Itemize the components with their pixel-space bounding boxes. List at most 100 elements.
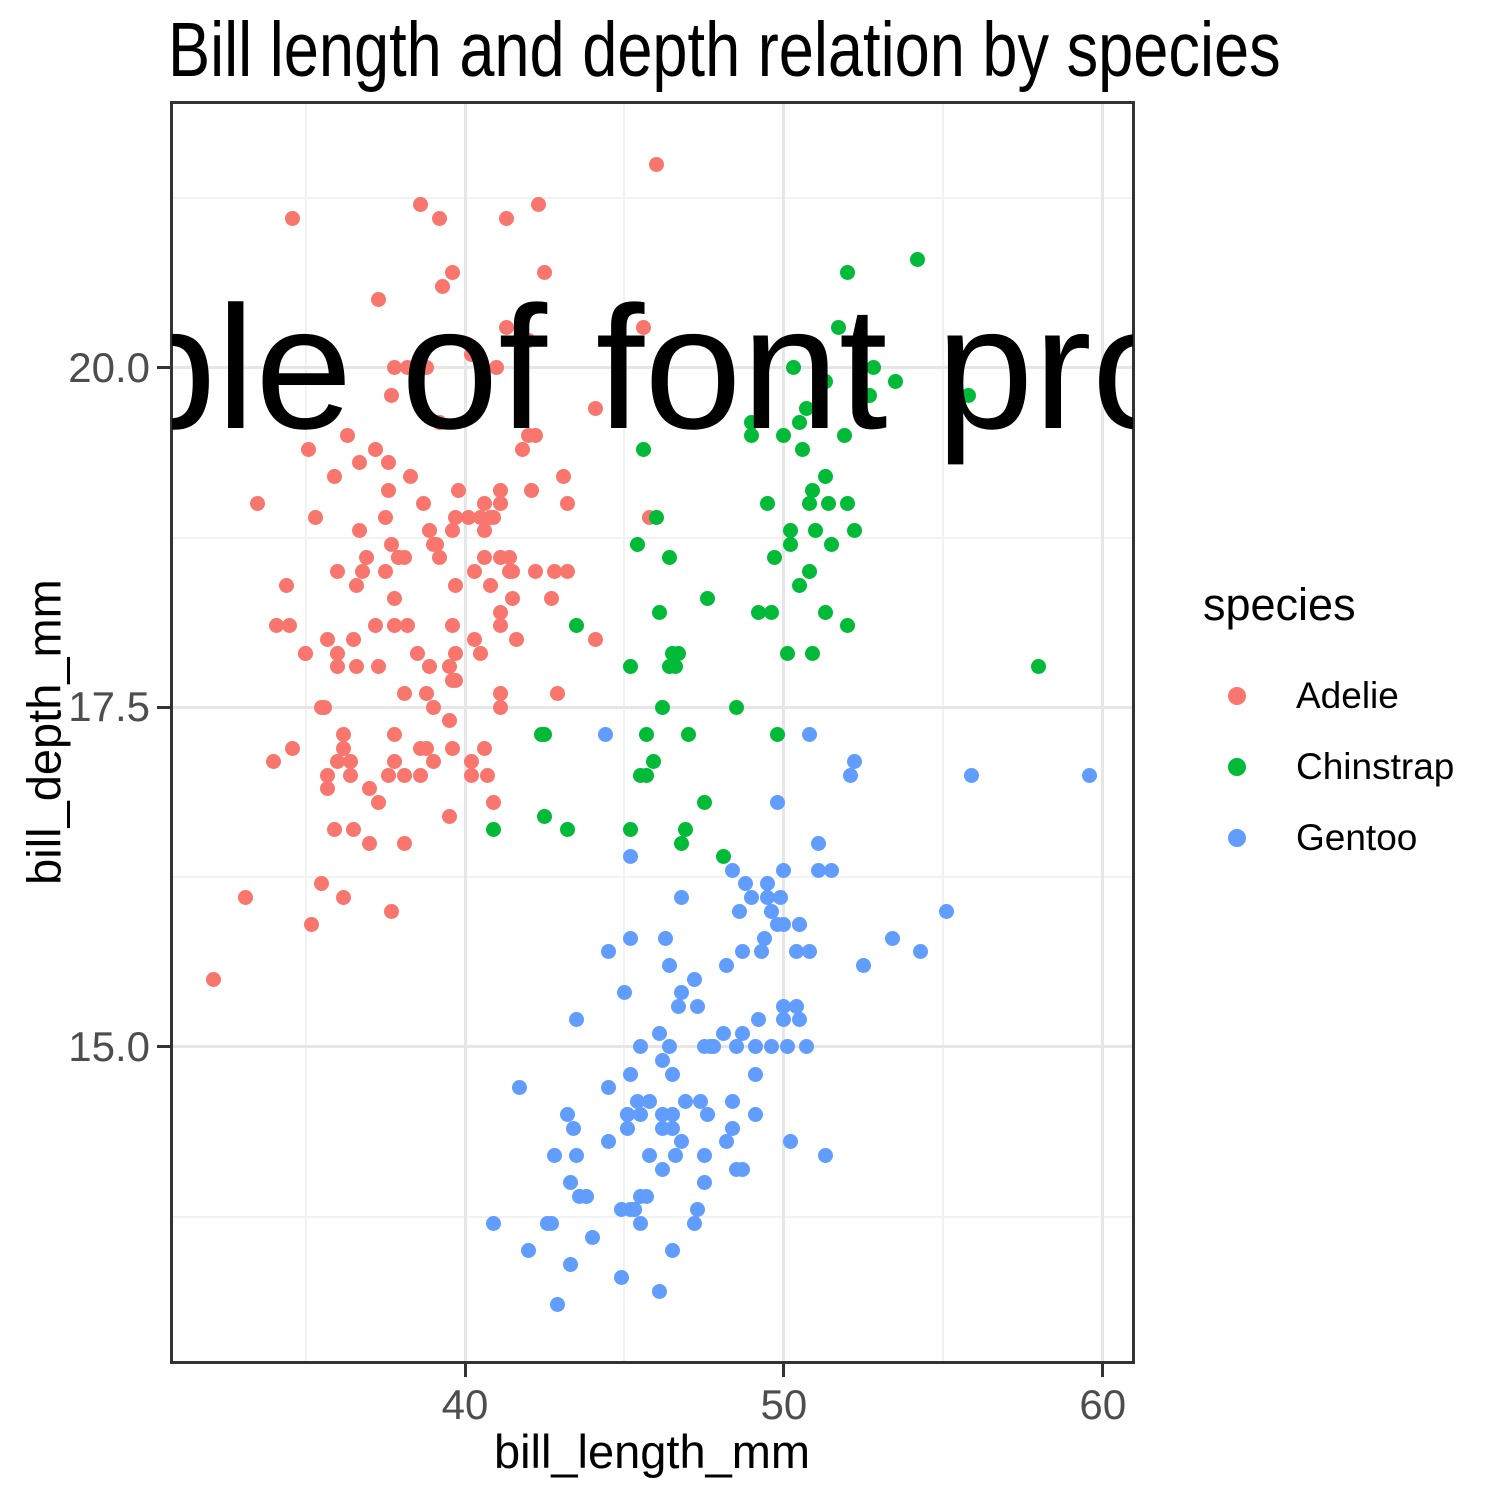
scatter-point-chinstrap [805, 645, 821, 661]
scatter-point-adelie [329, 659, 345, 675]
x-axis-title: bill_length_mm [493, 1425, 811, 1478]
scatter-point-adelie [425, 699, 441, 715]
scatter-point-adelie [447, 645, 463, 661]
scatter-point-gentoo [613, 1270, 629, 1286]
scatter-point-gentoo [616, 985, 632, 1001]
scatter-point-chinstrap [677, 822, 693, 838]
scatter-point-chinstrap [671, 645, 687, 661]
scatter-point-adelie [444, 523, 460, 539]
scatter-point-adelie [390, 550, 406, 566]
scatter-point-gentoo [613, 1202, 629, 1218]
scatter-point-gentoo [578, 1188, 594, 1204]
scatter-point-adelie [483, 509, 499, 525]
scatter-point-adelie [419, 360, 435, 376]
scatter-point-gentoo [655, 1161, 671, 1177]
scatter-point-adelie [342, 767, 358, 783]
x-tick-label: 50 [760, 1381, 808, 1428]
scatter-point-gentoo [757, 930, 773, 946]
scatter-point-adelie [396, 686, 412, 702]
scatter-point-chinstrap [776, 428, 792, 444]
scatter-point-gentoo [913, 944, 929, 960]
scatter-point-adelie [387, 591, 403, 607]
scatter-point-gentoo [667, 1148, 683, 1164]
scatter-point-chinstrap [537, 808, 553, 824]
scatter-point-gentoo [600, 1134, 616, 1150]
scatter-point-gentoo [655, 1052, 671, 1068]
scatter-point-chinstrap [808, 523, 824, 539]
scatter-point-gentoo [623, 930, 639, 946]
scatter-point-gentoo [521, 1243, 537, 1259]
scatter-point-gentoo [747, 1066, 763, 1082]
scatter-point-gentoo [652, 1025, 667, 1041]
scatter-point-gentoo [658, 930, 674, 946]
scatter-point-gentoo [642, 1093, 658, 1109]
scatter-point-gentoo [674, 1134, 690, 1150]
scatter-point-chinstrap [862, 387, 878, 403]
gridline-minor-horizontal [172, 876, 1133, 879]
scatter-point-adelie [444, 740, 460, 756]
scatter-point-gentoo [801, 944, 817, 960]
scatter-point-adelie [546, 564, 562, 580]
scatter-point-gentoo [769, 794, 785, 810]
gridline-major-horizontal [172, 705, 1133, 709]
x-tick-mark [463, 1364, 467, 1377]
scatter-point-adelie [336, 740, 352, 756]
scatter-point-adelie [444, 618, 460, 634]
scatter-point-adelie [345, 631, 361, 647]
scatter-point-adelie [368, 618, 384, 634]
scatter-point-gentoo [565, 1120, 581, 1136]
scatter-point-adelie [368, 441, 384, 457]
scatter-point-adelie [492, 550, 508, 566]
scatter-point-adelie [387, 618, 403, 634]
scatter-point-chinstrap [792, 414, 808, 430]
scatter-point-gentoo [792, 917, 808, 933]
scatter-point-adelie [237, 890, 253, 905]
scatter-point-chinstrap [782, 536, 798, 552]
scatter-point-chinstrap [846, 523, 862, 539]
scatter-point-gentoo [789, 944, 805, 960]
plot-title: Bill length and depth relation by specie… [168, 7, 1281, 93]
scatter-point-chinstrap [623, 822, 639, 838]
scatter-point-adelie [444, 265, 460, 281]
scatter-point-chinstrap [840, 618, 856, 634]
scatter-point-adelie [467, 631, 483, 647]
scatter-point-chinstrap [785, 360, 801, 376]
scatter-point-gentoo [677, 1093, 693, 1109]
scatter-point-chinstrap [782, 523, 798, 539]
scatter-point-gentoo [734, 1025, 750, 1041]
scatter-point-gentoo [776, 998, 792, 1014]
y-tick-label: 17.5 [68, 683, 150, 731]
scatter-point-adelie [441, 713, 457, 729]
scatter-point-adelie [447, 577, 463, 593]
scatter-point-adelie [384, 903, 400, 919]
scatter-point-adelie [339, 428, 355, 444]
scatter-point-gentoo [696, 1175, 712, 1191]
scatter-point-gentoo [655, 1120, 671, 1136]
scatter-point-adelie [412, 740, 428, 756]
scatter-point-chinstrap [817, 604, 833, 620]
scatter-point-gentoo [600, 1080, 616, 1096]
scatter-point-gentoo [817, 1148, 833, 1164]
scatter-point-gentoo [938, 903, 954, 919]
scatter-point-adelie [422, 659, 438, 675]
scatter-point-chinstrap [661, 550, 677, 566]
scatter-point-chinstrap [830, 319, 846, 335]
scatter-point-chinstrap [865, 360, 881, 376]
scatter-point-adelie [320, 631, 336, 647]
scatter-point-adelie [355, 564, 371, 580]
scatter-point-adelie [460, 509, 476, 525]
scatter-point-adelie [371, 794, 387, 810]
scatter-point-adelie [425, 754, 441, 770]
scatter-point-chinstrap [840, 265, 856, 281]
scatter-point-adelie [432, 210, 447, 226]
scatter-point-gentoo [760, 890, 776, 905]
plot-panel: Example of font problem [172, 103, 1133, 1362]
scatter-point-chinstrap [486, 822, 502, 838]
scatter-point-gentoo [811, 835, 827, 851]
scatter-point-gentoo [687, 971, 703, 987]
scatter-point-gentoo [715, 1025, 731, 1041]
scatter-point-adelie [380, 482, 396, 498]
scatter-point-adelie [307, 509, 323, 525]
scatter-point-adelie [336, 890, 352, 905]
y-tick-label: 15.0 [68, 1022, 150, 1070]
